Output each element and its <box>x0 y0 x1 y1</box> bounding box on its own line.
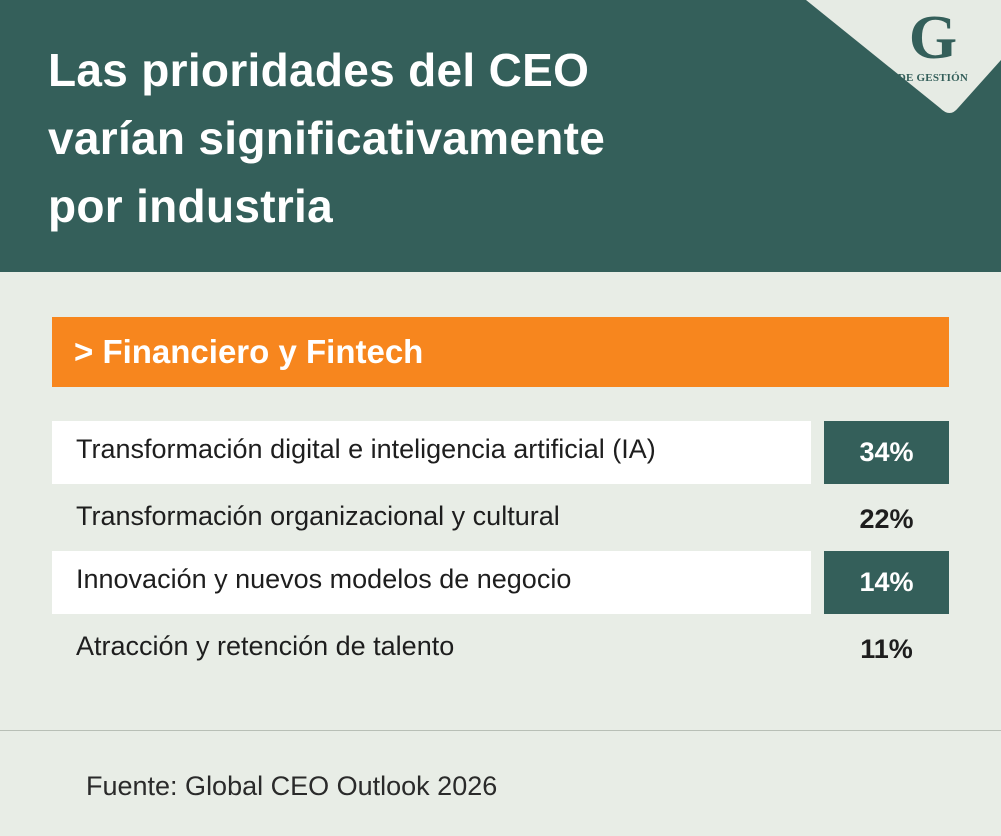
table-row: Transformación digital e inteligencia ar… <box>52 421 949 484</box>
row-value: 14% <box>859 567 914 597</box>
row-value-cell: 11% <box>824 618 949 681</box>
row-value-cell: 22% <box>824 488 949 551</box>
gestion-logo-letter: G <box>908 4 958 72</box>
table-row: Atracción y retención de talento 11% <box>52 618 949 681</box>
row-label: Atracción y retención de talento <box>76 631 455 661</box>
row-label-cell: Transformación digital e inteligencia ar… <box>52 421 811 484</box>
row-label-cell: Atracción y retención de talento <box>52 618 811 681</box>
row-label: Innovación y nuevos modelos de negocio <box>76 564 572 594</box>
source-note: Fuente: Global CEO Outlook 2026 <box>86 771 498 801</box>
row-value: 22% <box>859 504 914 534</box>
row-value-cell: 14% <box>824 551 949 614</box>
row-label: Transformación organizacional y cultural <box>76 501 560 531</box>
page-title: Las prioridades del CEO varían significa… <box>48 36 808 240</box>
row-label-cell: Transformación organizacional y cultural <box>52 488 811 551</box>
row-value-cell: 34% <box>824 421 949 484</box>
category-bar: > Financiero y Fintech <box>52 317 949 387</box>
header-banner: Las prioridades del CEO varían significa… <box>0 0 1001 272</box>
row-value: 11% <box>860 634 913 664</box>
row-label-cell: Innovación y nuevos modelos de negocio <box>52 551 811 614</box>
row-value: 34% <box>859 437 914 467</box>
row-label: Transformación digital e inteligencia ar… <box>76 434 656 464</box>
table-row: Innovación y nuevos modelos de negocio 1… <box>52 551 949 614</box>
category-label: > Financiero y Fintech <box>74 333 424 370</box>
title-line-2: varían significativamente <box>48 112 606 164</box>
footer-divider <box>0 730 1001 731</box>
logo-corner-shape <box>806 0 1001 113</box>
title-line-3: por industria <box>48 180 334 232</box>
table-row: Transformación organizacional y cultural… <box>52 488 949 551</box>
title-line-1: Las prioridades del CEO <box>48 44 590 96</box>
gestion-logo-subtitle: DE GESTIÓN <box>897 72 969 84</box>
